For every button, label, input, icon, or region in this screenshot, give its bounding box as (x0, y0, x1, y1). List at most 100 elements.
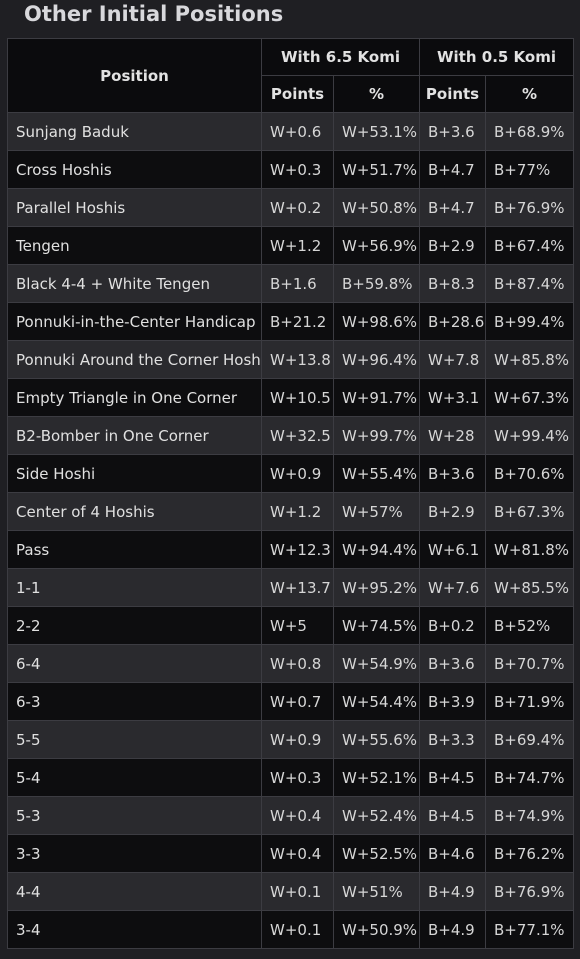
points-6-5-komi-cell: W+0.9 (261, 454, 334, 493)
percent-6-5-komi-cell: W+53.1% (333, 112, 420, 151)
points-6-5-komi-cell: W+0.1 (261, 872, 334, 911)
position-name-cell: 5-3 (7, 796, 262, 835)
points-6-5-komi-cell: W+0.7 (261, 682, 334, 721)
positions-table: Position With 6.5 Komi With 0.5 Komi Poi… (7, 38, 574, 949)
percent-0-5-komi-cell: B+99.4% (485, 302, 574, 341)
position-name-cell: Pass (7, 530, 262, 569)
points-6-5-komi-cell: W+0.1 (261, 910, 334, 949)
position-name-cell: Parallel Hoshis (7, 188, 262, 227)
header-points-0-5: Points (419, 75, 486, 113)
position-name-cell: Black 4-4 + White Tengen (7, 264, 262, 303)
percent-6-5-komi-cell: W+55.6% (333, 720, 420, 759)
points-0-5-komi-cell: B+2.9 (419, 492, 486, 531)
percent-6-5-komi-cell: W+57% (333, 492, 420, 531)
percent-0-5-komi-cell: W+81.8% (485, 530, 574, 569)
points-0-5-komi-cell: B+4.9 (419, 910, 486, 949)
table-row: Parallel Hoshis W+0.2 W+50.8% B+4.7 B+76.9% (7, 188, 574, 227)
points-0-5-komi-cell: B+2.9 (419, 226, 486, 265)
position-name-cell: 1-1 (7, 568, 262, 607)
points-0-5-komi-cell: W+7.8 (419, 340, 486, 379)
points-0-5-komi-cell: B+4.6 (419, 834, 486, 873)
table-row: Black 4-4 + White Tengen B+1.6 B+59.8% B+8.… (7, 264, 574, 303)
percent-6-5-komi-cell: W+50.9% (333, 910, 420, 949)
table-row: 3-3 W+0.4 W+52.5% B+4.6 B+76.2% (7, 834, 574, 873)
position-name-cell: 5-5 (7, 720, 262, 759)
points-6-5-komi-cell: W+12.3 (261, 530, 334, 569)
table-row: Cross Hoshis W+0.3 W+51.7% B+4.7 B+77% (7, 150, 574, 189)
points-6-5-komi-cell: B+1.6 (261, 264, 334, 303)
percent-0-5-komi-cell: B+76.9% (485, 188, 574, 227)
table-body: Sunjang Baduk W+0.6 W+53.1% B+3.6 B+68.9% Cro… (7, 112, 574, 949)
table-row: 4-4 W+0.1 W+51% B+4.9 B+76.9% (7, 872, 574, 911)
header-points-6-5: Points (261, 75, 334, 113)
position-name-cell: Ponnuki Around the Corner Hoshi (7, 340, 262, 379)
position-name-cell: Empty Triangle in One Corner (7, 378, 262, 417)
position-name-cell: 3-3 (7, 834, 262, 873)
percent-6-5-komi-cell: W+54.9% (333, 644, 420, 683)
percent-6-5-komi-cell: W+52.1% (333, 758, 420, 797)
points-6-5-komi-cell: W+0.9 (261, 720, 334, 759)
points-6-5-komi-cell: W+32.5 (261, 416, 334, 455)
points-6-5-komi-cell: W+5 (261, 606, 334, 645)
position-name-cell: 6-3 (7, 682, 262, 721)
percent-0-5-komi-cell: B+76.9% (485, 872, 574, 911)
points-0-5-komi-cell: B+3.6 (419, 454, 486, 493)
percent-0-5-komi-cell: B+77.1% (485, 910, 574, 949)
percent-0-5-komi-cell: B+74.9% (485, 796, 574, 835)
percent-6-5-komi-cell: W+74.5% (333, 606, 420, 645)
position-name-cell: Sunjang Baduk (7, 112, 262, 151)
page-title: Other Initial Positions (24, 2, 284, 26)
percent-6-5-komi-cell: W+56.9% (333, 226, 420, 265)
points-0-5-komi-cell: B+3.3 (419, 720, 486, 759)
percent-6-5-komi-cell: W+94.4% (333, 530, 420, 569)
points-6-5-komi-cell: B+21.2 (261, 302, 334, 341)
header-position: Position (7, 38, 262, 113)
points-0-5-komi-cell: B+3.9 (419, 682, 486, 721)
percent-0-5-komi-cell: W+85.5% (485, 568, 574, 607)
percent-6-5-komi-cell: W+98.6% (333, 302, 420, 341)
position-name-cell: 3-4 (7, 910, 262, 949)
points-0-5-komi-cell: B+4.5 (419, 758, 486, 797)
points-6-5-komi-cell: W+1.2 (261, 226, 334, 265)
table-row: Pass W+12.3 W+94.4% W+6.1 W+81.8% (7, 530, 574, 569)
percent-6-5-komi-cell: W+91.7% (333, 378, 420, 417)
table-row: 5-5 W+0.9 W+55.6% B+3.3 B+69.4% (7, 720, 574, 759)
table-row: Tengen W+1.2 W+56.9% B+2.9 B+67.4% (7, 226, 574, 265)
points-0-5-komi-cell: B+8.3 (419, 264, 486, 303)
percent-6-5-komi-cell: W+54.4% (333, 682, 420, 721)
header-percent-6-5: % (333, 75, 420, 113)
position-name-cell: Ponnuki-in-the-Center Handicap (7, 302, 262, 341)
points-0-5-komi-cell: B+3.6 (419, 644, 486, 683)
percent-6-5-komi-cell: W+51.7% (333, 150, 420, 189)
position-name-cell: Tengen (7, 226, 262, 265)
table-row: 3-4 W+0.1 W+50.9% B+4.9 B+77.1% (7, 910, 574, 949)
percent-6-5-komi-cell: W+50.8% (333, 188, 420, 227)
table-row: 1-1 W+13.7 W+95.2% W+7.6 W+85.5% (7, 568, 574, 607)
percent-0-5-komi-cell: B+69.4% (485, 720, 574, 759)
table-row: 6-4 W+0.8 W+54.9% B+3.6 B+70.7% (7, 644, 574, 683)
table-row: 2-2 W+5 W+74.5% B+0.2 B+52% (7, 606, 574, 645)
position-name-cell: Cross Hoshis (7, 150, 262, 189)
percent-6-5-komi-cell: B+59.8% (333, 264, 420, 303)
points-6-5-komi-cell: W+0.2 (261, 188, 334, 227)
position-name-cell: Side Hoshi (7, 454, 262, 493)
percent-0-5-komi-cell: B+74.7% (485, 758, 574, 797)
table-row: 5-3 W+0.4 W+52.4% B+4.5 B+74.9% (7, 796, 574, 835)
percent-6-5-komi-cell: W+55.4% (333, 454, 420, 493)
points-6-5-komi-cell: W+1.2 (261, 492, 334, 531)
points-0-5-komi-cell: W+7.6 (419, 568, 486, 607)
table-row: Empty Triangle in One Corner W+10.5 W+91.7… (7, 378, 574, 417)
header-group-0-5-komi: With 0.5 Komi (419, 38, 574, 76)
position-name-cell: B2-Bomber in One Corner (7, 416, 262, 455)
table-row: Sunjang Baduk W+0.6 W+53.1% B+3.6 B+68.9% (7, 112, 574, 151)
points-0-5-komi-cell: B+3.6 (419, 112, 486, 151)
table-row: 6-3 W+0.7 W+54.4% B+3.9 B+71.9% (7, 682, 574, 721)
percent-0-5-komi-cell: W+85.8% (485, 340, 574, 379)
points-6-5-komi-cell: W+10.5 (261, 378, 334, 417)
table-header: Position With 6.5 Komi With 0.5 Komi Poi… (7, 38, 574, 113)
percent-0-5-komi-cell: B+67.3% (485, 492, 574, 531)
points-0-5-komi-cell: B+4.9 (419, 872, 486, 911)
points-0-5-komi-cell: B+28.6 (419, 302, 486, 341)
points-6-5-komi-cell: W+13.7 (261, 568, 334, 607)
